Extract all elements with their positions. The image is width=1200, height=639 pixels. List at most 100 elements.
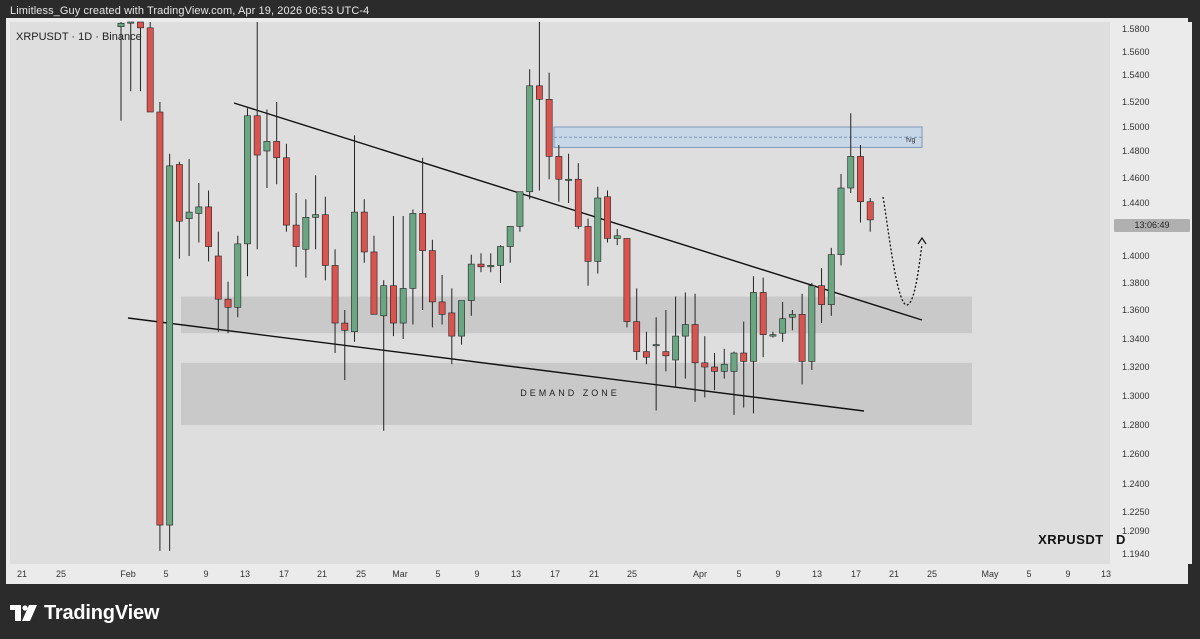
candle [691, 293, 699, 402]
x-tick-label: 17 [279, 569, 289, 579]
candle [166, 153, 174, 551]
candle [769, 331, 777, 338]
candle [351, 135, 358, 342]
candle [205, 190, 212, 262]
candle-body [399, 288, 407, 324]
candle [866, 198, 874, 232]
y-tick-label: 1.3600 [1122, 305, 1150, 315]
x-tick-label: May [981, 569, 999, 579]
candle-body [419, 213, 427, 251]
candle [584, 218, 592, 286]
candle [321, 196, 329, 281]
candle-body [594, 197, 602, 262]
candle [283, 143, 290, 232]
candle [574, 163, 582, 229]
candle [545, 72, 553, 180]
candle-body [506, 226, 514, 247]
candle [156, 102, 164, 551]
candle [555, 145, 563, 202]
candle-body [769, 334, 777, 337]
plot-area[interactable] [10, 22, 1110, 564]
x-tick-label: 25 [356, 569, 366, 579]
candle-body [428, 250, 436, 303]
price-scale[interactable] [1110, 22, 1192, 564]
candle [535, 22, 543, 191]
candle-body [331, 265, 339, 324]
candle [526, 69, 534, 200]
lower-trendline [127, 317, 865, 412]
candle-body [866, 201, 874, 221]
candle-body [730, 352, 738, 372]
tradingview-logo[interactable]: TradingView [10, 601, 159, 625]
candle-body [448, 312, 456, 337]
candle [331, 249, 339, 353]
candle-body [750, 292, 757, 362]
x-tick-label: 9 [474, 569, 479, 579]
x-tick-label: 21 [317, 569, 327, 579]
symbol-watermark: XRPUSDT D [1038, 532, 1126, 547]
candles-layer [117, 21, 874, 551]
candle-body [798, 314, 806, 362]
candle [750, 276, 757, 414]
candle-body [827, 254, 835, 305]
candle-body [584, 226, 592, 262]
candle [380, 280, 388, 431]
candle [117, 22, 125, 121]
candle-body [545, 99, 553, 157]
candle-body [740, 352, 748, 362]
x-tick-label: Apr [693, 569, 707, 579]
candle [847, 113, 855, 193]
candle [253, 22, 261, 250]
candle [273, 102, 281, 185]
x-tick-label: 5 [163, 569, 168, 579]
y-tick-label: 1.2800 [1122, 420, 1150, 430]
symbol-legend[interactable]: XRPUSDT · 1D · Binance [16, 31, 142, 43]
y-tick-label: 1.3800 [1122, 278, 1150, 288]
x-tick-label: 5 [435, 569, 440, 579]
candle [623, 238, 631, 328]
candle-body [380, 285, 388, 317]
candle [467, 254, 475, 316]
candle-body [779, 318, 787, 334]
candle [506, 226, 514, 263]
candle-body [302, 217, 310, 250]
candle-body [438, 301, 446, 315]
candle-body [273, 141, 281, 159]
candle-body [244, 115, 251, 245]
candle [740, 321, 748, 408]
candle [818, 268, 825, 324]
candle-body [292, 224, 300, 247]
y-tick-label: 1.5800 [1122, 24, 1150, 34]
candle-body [312, 214, 319, 218]
y-tick-label: 1.3200 [1122, 362, 1150, 372]
x-tick-label: 21 [17, 569, 27, 579]
candle-body [321, 214, 329, 266]
candle-body [604, 196, 611, 239]
candle [409, 209, 417, 325]
x-tick-label: 13 [511, 569, 521, 579]
y-tick-label: 1.5200 [1122, 97, 1150, 107]
candle-body [137, 21, 144, 29]
candle-body [662, 351, 670, 357]
zones-layer [181, 296, 972, 425]
x-tick-label: 9 [203, 569, 208, 579]
candle-body [643, 351, 650, 358]
candle [341, 310, 349, 381]
candle-body [409, 213, 417, 289]
fvg-label: fvg [906, 137, 916, 144]
candle-body [555, 156, 563, 180]
y-tick-label: 1.5400 [1122, 70, 1150, 80]
y-tick-label: 1.4600 [1122, 173, 1150, 183]
candle-body [185, 211, 193, 219]
candle [195, 183, 203, 243]
candle-body [341, 322, 349, 331]
y-tick-label: 1.2090 [1122, 526, 1150, 536]
candle [399, 216, 407, 339]
candle [458, 300, 465, 345]
candle [292, 193, 300, 267]
candle [594, 186, 602, 274]
candle [672, 296, 680, 388]
x-tick-label: 17 [851, 569, 861, 579]
time-scale[interactable] [10, 564, 1110, 582]
candle-body [166, 165, 174, 526]
